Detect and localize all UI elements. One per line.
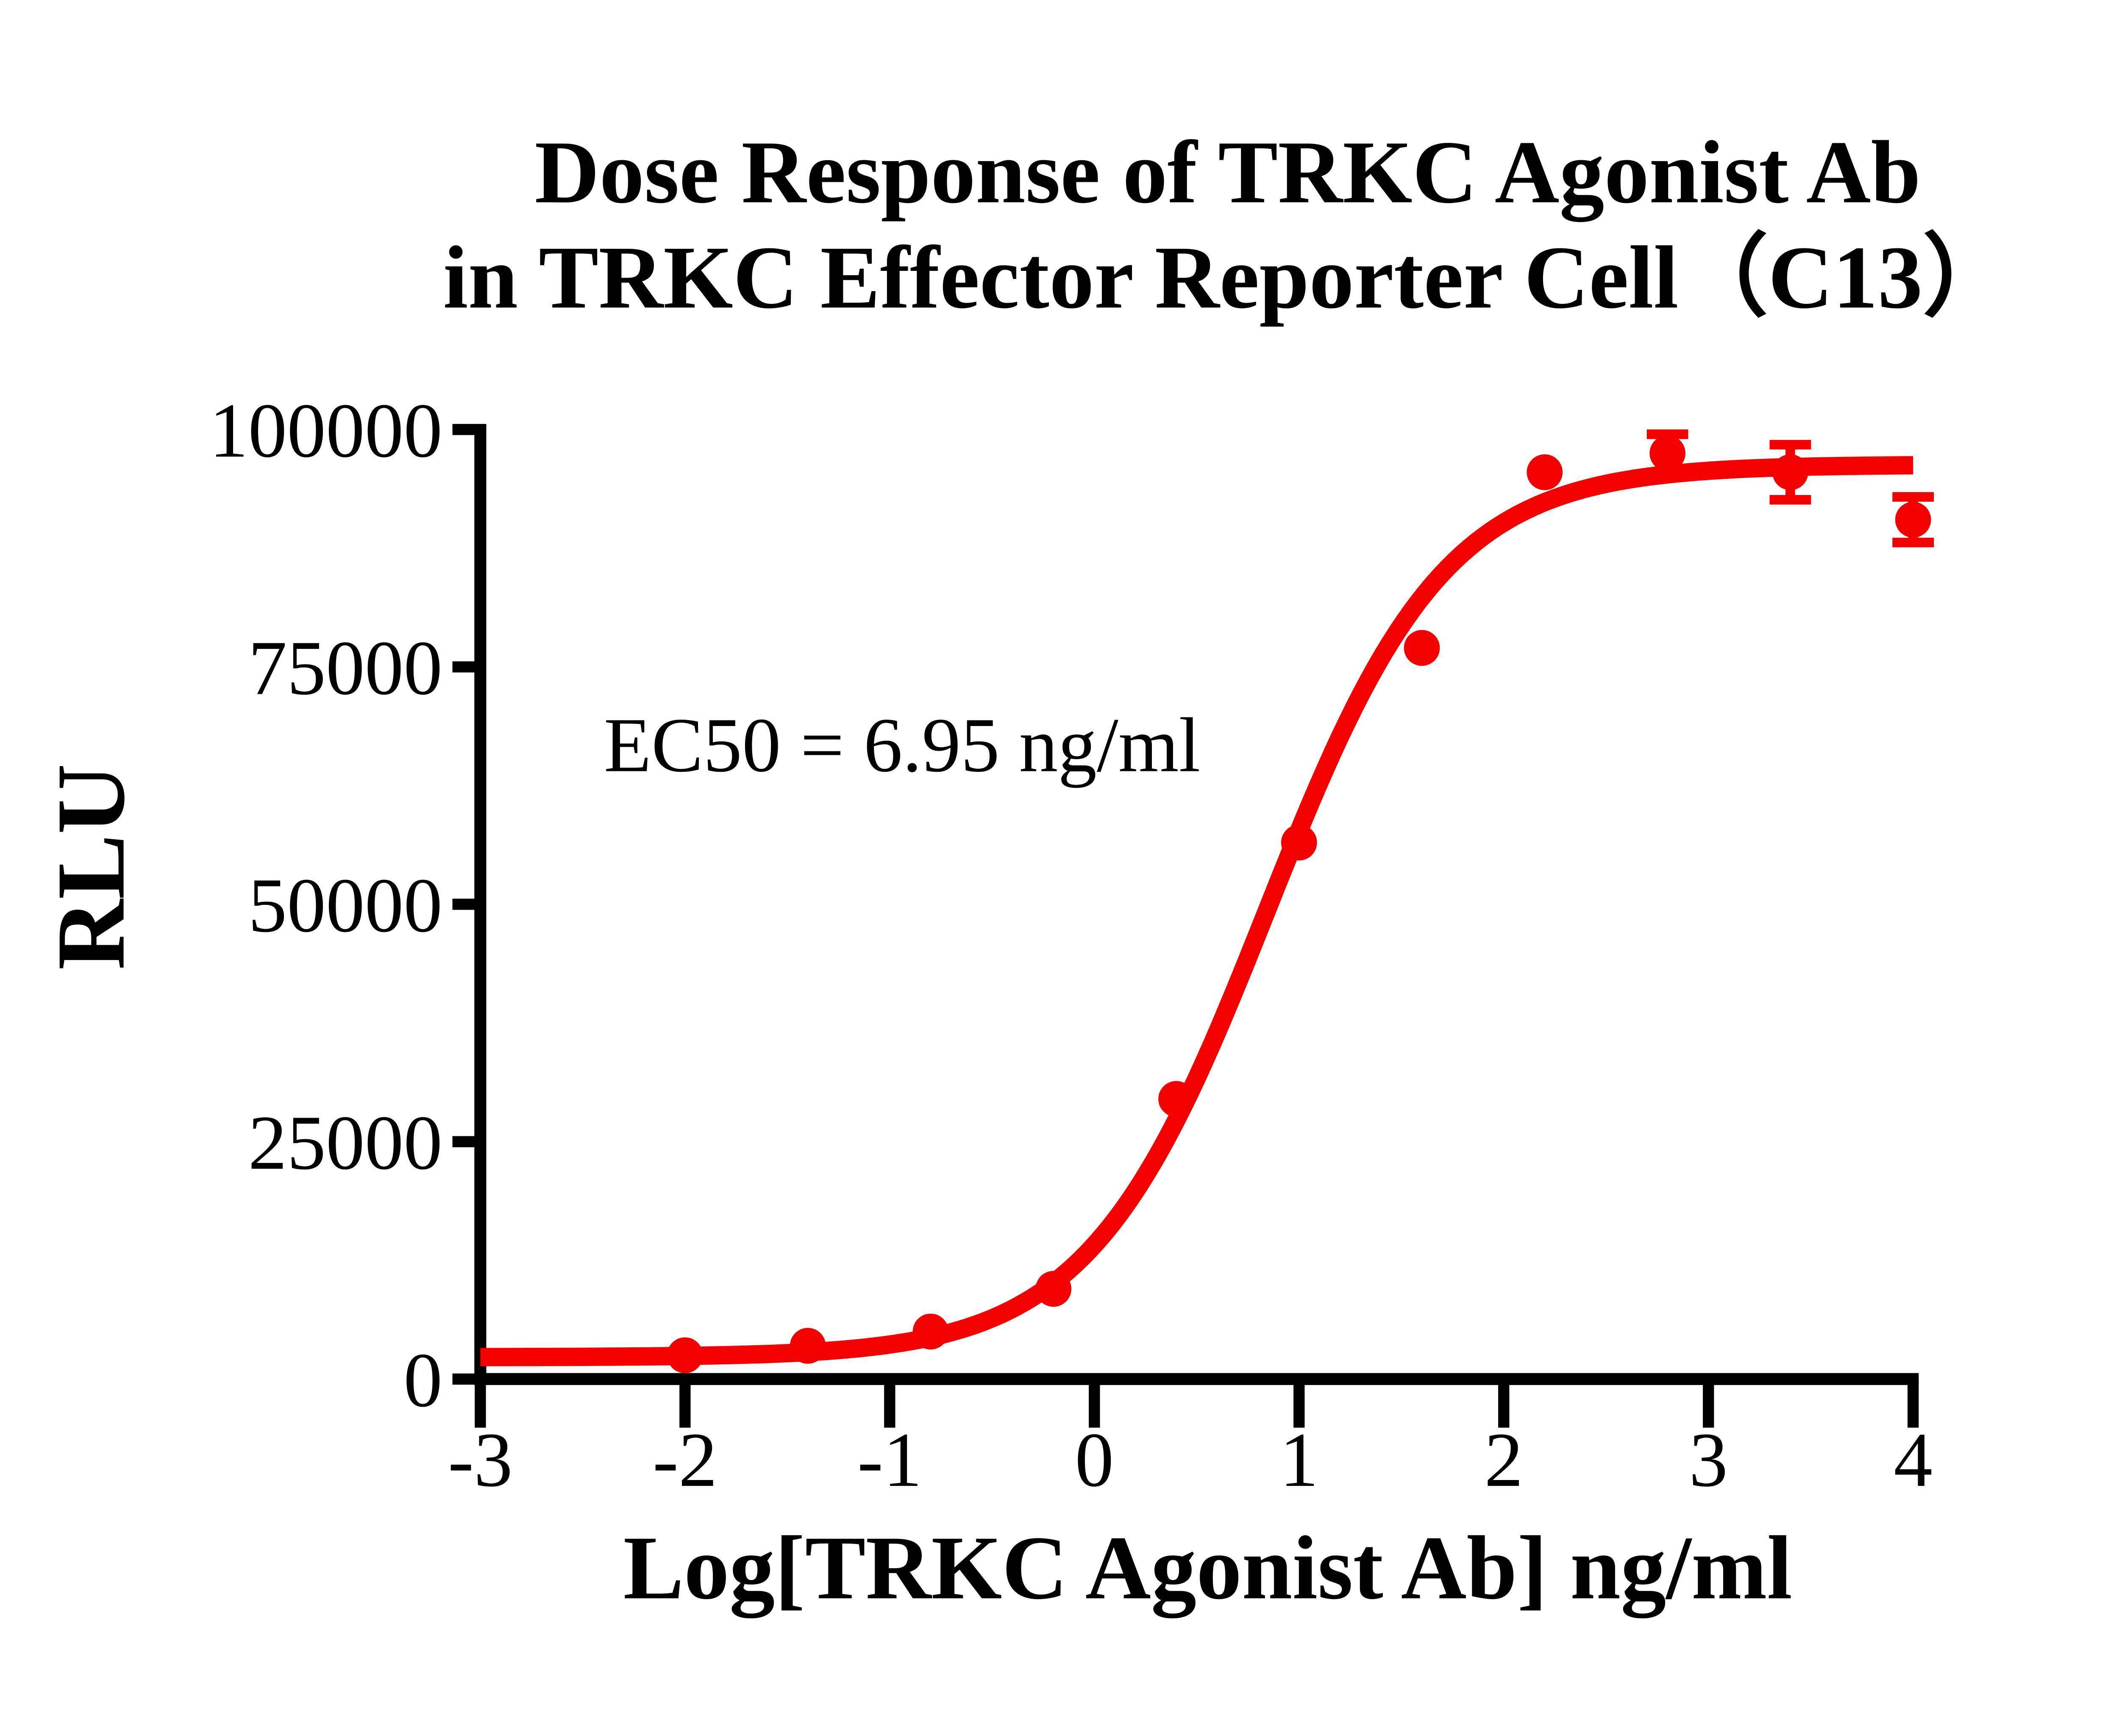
data-point-marker [1404,630,1440,666]
data-point-marker [1527,454,1563,490]
data-points-group [667,435,1931,1374]
ec50-annotation: EC50 = 6.95 ng/ml [604,702,1201,788]
data-point-marker [1035,1271,1072,1307]
axes: 0 25000 50000 75000 100000 -3 -2 -1 0 1 2 3 4 [209,387,1933,1503]
x-tick-label: 2 [1484,1417,1523,1503]
data-point-marker [667,1337,703,1374]
data-point-marker [1158,1081,1194,1117]
y-tick-label: 75000 [248,625,442,711]
data-point-marker [1281,824,1317,861]
x-tick-label: 0 [1075,1417,1114,1503]
y-axis-label: RLU [37,764,145,970]
fit-curve [478,456,1915,1366]
x-tick-label: 4 [1894,1417,1933,1503]
x-tick-label: -2 [653,1417,717,1503]
data-point-marker [1772,454,1808,490]
chart-title-line1: Dose Response of TRKC Agonist Ab [535,122,1921,222]
data-point-marker [790,1328,826,1364]
chart-title-line2: in TRKC Effector Reporter Cell（C13） [443,228,2013,327]
x-tick-label: -1 [857,1417,922,1503]
x-tick-label: 3 [1689,1417,1728,1503]
x-tick-label: 1 [1279,1417,1318,1503]
data-point-marker [1895,501,1931,538]
y-tick-label: 50000 [248,862,442,949]
data-point-marker [912,1313,949,1350]
x-axis-label: Log[TRKC Agonist Ab] ng/ml [623,1518,1792,1618]
y-tick-label: 0 [403,1337,442,1423]
fit-curve-group [478,456,1915,1366]
x-tick-label: -3 [448,1417,513,1503]
data-point-marker [1649,435,1685,471]
y-tick-label: 100000 [209,387,442,473]
y-tick-label: 25000 [248,1100,442,1186]
